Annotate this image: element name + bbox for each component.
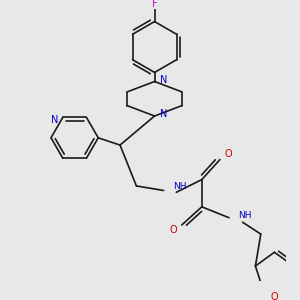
Text: N: N — [51, 115, 58, 125]
Text: F: F — [152, 0, 158, 9]
Text: O: O — [271, 292, 278, 300]
Text: NH: NH — [173, 182, 186, 191]
Text: O: O — [169, 225, 177, 236]
Text: NH: NH — [238, 211, 252, 220]
Text: N: N — [160, 109, 167, 119]
Text: N: N — [160, 75, 167, 85]
Text: O: O — [224, 149, 232, 159]
